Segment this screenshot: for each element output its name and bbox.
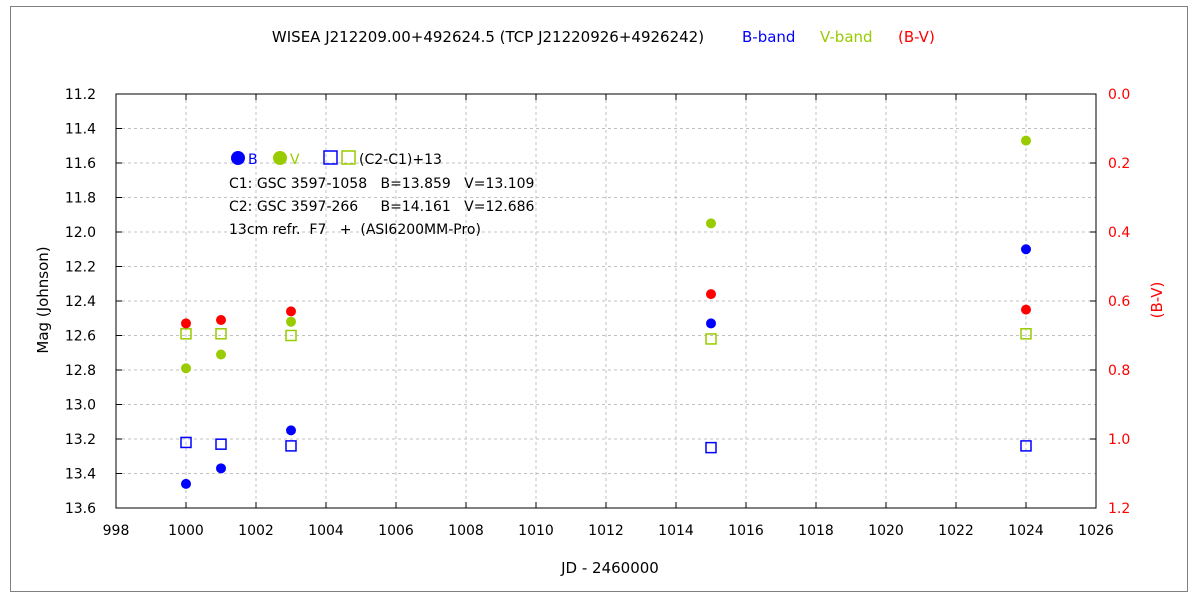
- x-tick-label: 1000: [168, 523, 204, 539]
- y-tick-label: 11.4: [65, 122, 96, 138]
- legend-comp-b-marker: [323, 150, 338, 165]
- data-point: [706, 289, 716, 300]
- chart-frame: [10, 6, 1188, 592]
- data-point: [1021, 135, 1031, 146]
- data-point: [286, 425, 296, 436]
- data-point-square: [705, 441, 717, 454]
- legend-v-label: V: [290, 152, 300, 168]
- x-tick-label: 1004: [308, 523, 344, 539]
- x-tick-label: 1008: [448, 523, 484, 539]
- y2-tick-label: 0.6: [1108, 294, 1130, 310]
- title-legend-b: B-band: [742, 28, 795, 46]
- legend: B V (C2-C1)+13 C1: GSC 3597-1058 B=13.85…: [229, 150, 535, 238]
- y-tick-label: 13.6: [65, 501, 96, 517]
- y-axis-label: Mag (Johnson): [34, 246, 52, 353]
- data-point: [181, 478, 191, 489]
- data-point: [181, 363, 191, 374]
- x-tick-label: 1016: [728, 523, 764, 539]
- legend-comp-label: (C2-C1)+13: [359, 152, 442, 168]
- legend-line-c2: C2: GSC 3597-266 B=14.161 V=12.686: [229, 199, 535, 215]
- y2-tick-label: 1.0: [1108, 432, 1130, 448]
- data-point: [216, 463, 226, 474]
- legend-b-label: B: [248, 152, 258, 168]
- data-point: [286, 316, 296, 327]
- x-tick-label: 1010: [518, 523, 554, 539]
- x-axis-label: JD - 2460000: [560, 559, 659, 577]
- data-point-square: [180, 436, 192, 449]
- grid-lines: [116, 94, 1096, 508]
- legend-v-marker: [273, 151, 287, 165]
- y-tick-label: 11.8: [65, 191, 96, 207]
- y-tick-label: 12.4: [65, 294, 96, 310]
- legend-line-instrument: 13cm refr. F7 + (ASI6200MM-Pro): [229, 222, 481, 238]
- x-tick-label: 1012: [588, 523, 624, 539]
- y-tick-label: 13.4: [65, 467, 96, 483]
- y2-tick-label: 0.0: [1108, 87, 1130, 103]
- y-tick-label: 11.2: [65, 87, 96, 103]
- chart-title: WISEA J212209.00+492624.5 (TCP J21220926…: [272, 28, 704, 46]
- legend-b-marker: [231, 151, 245, 165]
- data-point: [706, 318, 716, 329]
- x-tick-label: 1018: [798, 523, 834, 539]
- x-tick-label: 1024: [1008, 523, 1044, 539]
- y-tick-label: 12.2: [65, 260, 96, 276]
- y2-tick-label: 1.2: [1108, 501, 1130, 517]
- data-point-square: [1020, 328, 1032, 340]
- y-tick-label: 12.0: [65, 225, 96, 241]
- y-tick-label: 11.6: [65, 156, 96, 172]
- y-tick-label: 13.0: [65, 398, 96, 414]
- y2-tick-label: 0.2: [1108, 156, 1130, 172]
- data-point-square: [180, 328, 192, 340]
- data-point: [1021, 244, 1031, 255]
- x-tick-label: 1006: [378, 523, 414, 539]
- data-point-square: [215, 328, 227, 340]
- x-tick-label: 1002: [238, 523, 274, 539]
- data-point-square: [215, 438, 227, 450]
- title-legend-bv: (B-V): [898, 28, 935, 46]
- y2-tick-label: 0.8: [1108, 363, 1130, 379]
- data-point-square: [285, 329, 297, 342]
- legend-comp-v-marker: [341, 150, 356, 165]
- x-tick-label: 1020: [868, 523, 904, 539]
- y2-tick-label: 0.4: [1108, 225, 1130, 241]
- title-legend-v: V-band: [820, 28, 873, 46]
- x-tick-label: 1026: [1078, 523, 1114, 539]
- data-point-square: [1020, 440, 1032, 452]
- y-tick-label: 12.6: [65, 329, 96, 345]
- data-point: [216, 349, 226, 360]
- data-point-square: [285, 440, 297, 452]
- y-tick-label: 13.2: [65, 432, 96, 448]
- data-point: [181, 318, 191, 329]
- x-tick-label: 998: [103, 523, 130, 539]
- y-tick-label: 12.8: [65, 363, 96, 379]
- x-tick-label: 1022: [938, 523, 974, 539]
- data-point: [706, 218, 716, 229]
- data-point: [216, 314, 226, 325]
- data-point: [1021, 304, 1031, 315]
- data-point-square: [705, 333, 717, 345]
- x-tick-label: 1014: [658, 523, 694, 539]
- legend-line-c1: C1: GSC 3597-1058 B=13.859 V=13.109: [229, 176, 534, 192]
- data-point: [286, 306, 296, 317]
- y2-axis-label: (B-V): [1148, 282, 1166, 319]
